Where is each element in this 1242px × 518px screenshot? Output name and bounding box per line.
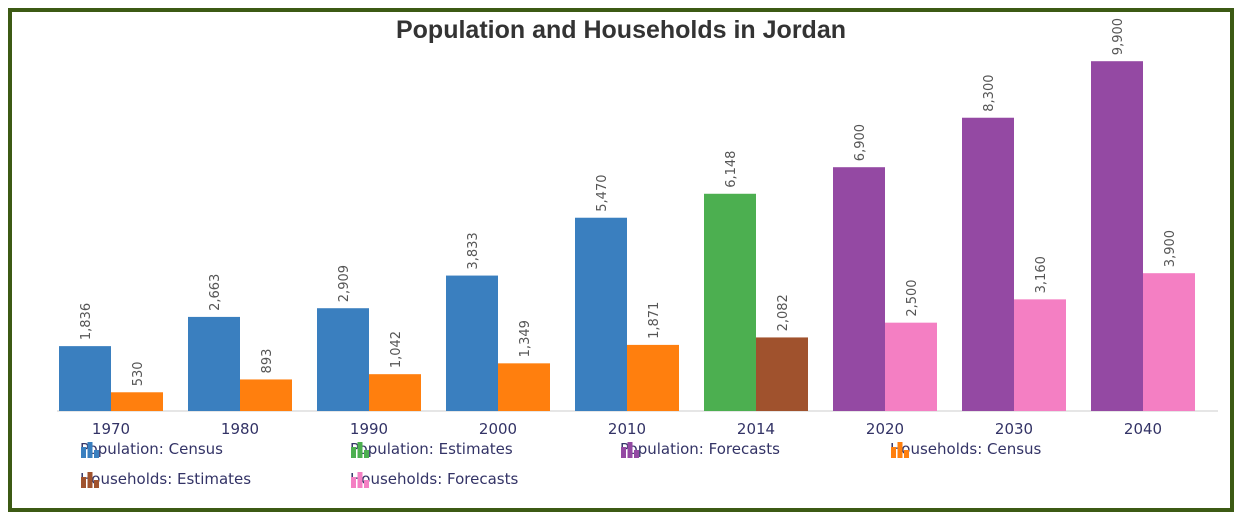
legend-label: Population: Forecasts [620, 440, 780, 458]
bar-population-1990 [317, 308, 369, 411]
bar-households-1980 [240, 379, 292, 411]
x-tick-label: 2000 [479, 420, 517, 438]
data-label: 8,300 [982, 75, 997, 112]
data-label: 1,349 [518, 320, 533, 357]
data-label: 893 [260, 349, 275, 374]
data-label: 6,148 [724, 151, 739, 188]
legend-item[interactable]: Households: Census [890, 440, 1041, 458]
bar-population-2020 [833, 167, 885, 411]
data-label: 6,900 [853, 124, 868, 161]
chart-legend: Population: Census Population: Estimates P… [80, 440, 1200, 500]
data-label: 530 [131, 361, 146, 386]
bar-households-2000 [498, 363, 550, 411]
legend-item[interactable]: Households: Estimates [80, 470, 251, 488]
data-label: 1,871 [647, 302, 662, 339]
data-label: 9,900 [1111, 18, 1126, 55]
bar-population-2010 [575, 217, 627, 411]
x-tick-label: 2020 [866, 420, 904, 438]
bar-population-2030 [962, 117, 1014, 411]
data-label: 3,833 [466, 232, 481, 269]
legend-item[interactable]: Population: Forecasts [620, 440, 780, 458]
bar-population-2014 [704, 193, 756, 411]
data-label: 1,836 [79, 303, 94, 340]
data-label: 2,082 [776, 294, 791, 331]
data-label: 2,500 [905, 279, 920, 316]
bar-chart-icon [351, 442, 369, 458]
data-label: 3,900 [1163, 230, 1178, 267]
bar-chart-icon [351, 472, 369, 488]
x-tick-label: 1990 [350, 420, 388, 438]
bar-households-2014 [756, 337, 808, 411]
bar-households-1990 [369, 374, 421, 411]
legend-item[interactable]: Households: Forecasts [350, 470, 518, 488]
bar-households-2010 [627, 344, 679, 411]
data-label: 1,042 [389, 331, 404, 368]
bar-households-1970 [111, 392, 163, 411]
x-tick-label: 1980 [221, 420, 259, 438]
bar-population-1970 [59, 346, 111, 411]
legend-label: Population: Estimates [350, 440, 513, 458]
bar-population-2040 [1091, 61, 1143, 411]
legend-item[interactable]: Population: Census [80, 440, 223, 458]
legend-label: Households: Forecasts [350, 470, 519, 488]
bar-population-1980 [188, 316, 240, 411]
bar-population-2000 [446, 275, 498, 411]
x-tick-label: 2014 [737, 420, 775, 438]
chart-title: Population and Households in Jordan [395, 16, 846, 44]
bar-chart-icon [621, 442, 639, 458]
bar-households-2020 [885, 322, 937, 411]
legend-item[interactable]: Population: Estimates [350, 440, 513, 458]
data-label: 2,909 [337, 265, 352, 302]
data-label: 2,663 [208, 274, 223, 311]
legend-label: Population: Census [80, 440, 223, 458]
data-label: 5,470 [595, 175, 610, 212]
bar-chart-icon [891, 442, 909, 458]
bar-households-2030 [1014, 299, 1066, 411]
x-tick-label: 2040 [1124, 420, 1162, 438]
x-tick-label: 1970 [92, 420, 130, 438]
x-tick-label: 2010 [608, 420, 646, 438]
bar-chart-icon [81, 442, 99, 458]
legend-label: Households: Estimates [80, 470, 252, 488]
bar-households-2040 [1143, 273, 1195, 411]
legend-label: Households: Census [890, 440, 1042, 458]
x-tick-label: 2030 [995, 420, 1033, 438]
bar-chart-icon [81, 472, 99, 488]
data-label: 3,160 [1034, 256, 1049, 293]
